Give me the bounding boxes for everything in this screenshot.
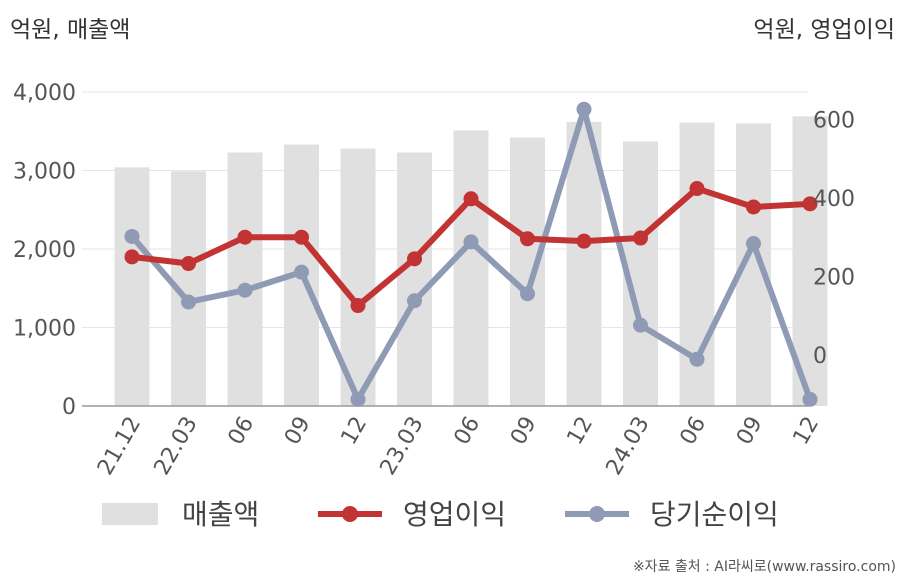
operating-profit-point bbox=[633, 230, 648, 246]
legend: 매출액 영업이익 당기순이익 bbox=[102, 498, 779, 531]
operating-profit-point bbox=[463, 191, 479, 207]
operating-profit-point bbox=[350, 298, 366, 314]
x-tick-label: 06 bbox=[450, 413, 486, 450]
revenue-bar bbox=[397, 152, 432, 406]
left-tick-label: 2,000 bbox=[13, 238, 76, 263]
right-tick-label: 200 bbox=[813, 265, 855, 290]
net-income-point bbox=[294, 264, 309, 280]
operating-profit-point bbox=[124, 249, 140, 265]
revenue-bar bbox=[114, 167, 150, 406]
x-tick-label: 22.03 bbox=[150, 413, 203, 480]
legend-swatch-revenue bbox=[102, 503, 158, 525]
x-tick-label: 12 bbox=[563, 413, 599, 450]
net-income-point bbox=[520, 286, 535, 302]
revenue-bar bbox=[340, 148, 376, 406]
right-axis-unit-label: 억원, 영업이익 bbox=[753, 17, 895, 43]
left-tick-label: 4,000 bbox=[13, 81, 76, 106]
x-tick-label: 09 bbox=[732, 413, 768, 450]
left-axis-unit-label: 억원, 매출액 bbox=[10, 17, 130, 43]
right-tick-label: 0 bbox=[813, 344, 827, 369]
revenue-bar bbox=[792, 116, 828, 407]
revenue-bar bbox=[566, 121, 602, 406]
net-income-point bbox=[633, 317, 648, 333]
legend-label-revenue: 매출액 bbox=[182, 498, 259, 531]
legend-label-operating-profit: 영업이익 bbox=[403, 498, 506, 531]
revenue-bar bbox=[453, 130, 489, 406]
x-tick-label: 09 bbox=[280, 413, 316, 450]
x-tick-label: 06 bbox=[224, 413, 260, 450]
x-tick-label: 12 bbox=[789, 413, 825, 450]
net-income-point bbox=[746, 236, 761, 252]
revenue-bars bbox=[114, 116, 828, 407]
x-tick-label: 12 bbox=[337, 413, 373, 450]
net-income-point bbox=[407, 293, 422, 309]
operating-profit-point bbox=[237, 229, 253, 245]
operating-profit-point bbox=[407, 251, 422, 267]
x-axis-ticks: 21.12 22.03 06 09 12 23.03 06 09 12 24.03 06 09 12 bbox=[93, 413, 824, 480]
operating-profit-point bbox=[746, 199, 761, 215]
net-income-point bbox=[689, 351, 705, 367]
x-tick-label: 06 bbox=[676, 413, 712, 450]
left-tick-label: 0 bbox=[62, 395, 76, 420]
legend-marker-net-income bbox=[589, 506, 605, 522]
operating-profit-point bbox=[181, 256, 196, 272]
legend-label-net-income: 당기순이익 bbox=[650, 498, 779, 531]
operating-profit-point bbox=[294, 229, 309, 245]
left-tick-label: 3,000 bbox=[13, 160, 76, 185]
operating-profit-point bbox=[689, 181, 705, 197]
operating-profit-point bbox=[802, 196, 818, 212]
operating-profit-point bbox=[576, 233, 592, 249]
right-axis-ticks: 0 200 400 600 bbox=[813, 108, 855, 369]
operating-profit-point bbox=[520, 231, 535, 247]
revenue-bar bbox=[227, 152, 263, 406]
net-income-point bbox=[350, 391, 366, 407]
net-income-point bbox=[576, 101, 592, 117]
net-income-point bbox=[463, 234, 479, 250]
x-tick-label: 21.12 bbox=[93, 413, 146, 480]
net-income-point bbox=[124, 228, 140, 244]
net-income-point bbox=[181, 294, 196, 310]
legend-marker-operating-profit bbox=[342, 506, 358, 522]
source-note: ※자료 출처 : AI라씨로(www.rassiro.com) bbox=[633, 559, 896, 575]
left-tick-label: 1,000 bbox=[13, 317, 76, 342]
right-tick-label: 400 bbox=[813, 187, 855, 212]
left-axis-ticks: 0 1,000 2,000 3,000 4,000 bbox=[13, 81, 76, 420]
x-tick-label: 23.03 bbox=[376, 413, 429, 480]
line-series bbox=[124, 101, 818, 407]
right-tick-label: 600 bbox=[813, 108, 855, 133]
x-tick-label: 24.03 bbox=[602, 413, 655, 480]
revenue-bar bbox=[510, 137, 545, 406]
x-tick-label: 09 bbox=[506, 413, 542, 450]
net-income-point bbox=[802, 391, 818, 407]
net-income-point bbox=[237, 282, 253, 298]
